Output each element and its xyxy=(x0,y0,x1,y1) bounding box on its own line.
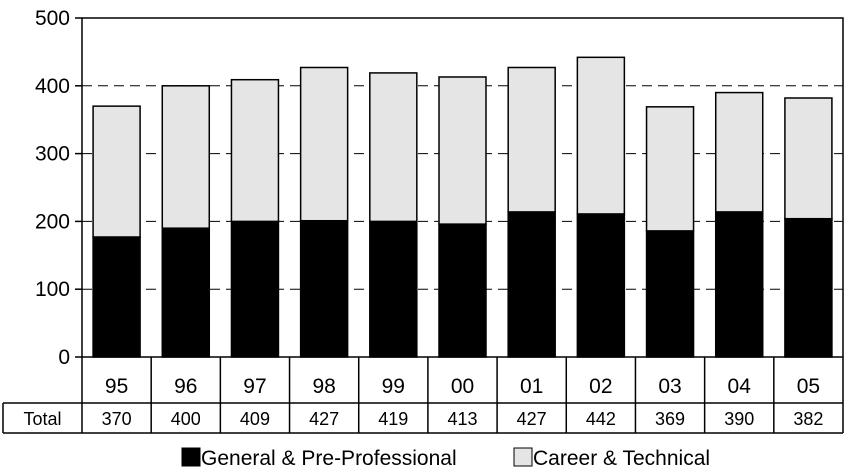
bar-career-04 xyxy=(714,91,764,213)
x-tick-label: 98 xyxy=(312,375,335,398)
total-value: 409 xyxy=(240,409,270,429)
bar-career-05 xyxy=(784,97,833,220)
y-tick-label: 400 xyxy=(35,75,70,98)
bar-career-96 xyxy=(161,85,211,229)
bar-general-05 xyxy=(784,217,833,358)
x-axis-table: Total 95 370 96 400 97 409 98 427 99 419 00 413 01 427… xyxy=(2,357,844,434)
bars-layer xyxy=(92,56,833,358)
bar-general-00 xyxy=(438,223,487,358)
total-value: 382 xyxy=(793,409,823,429)
bar-general-95 xyxy=(92,236,141,358)
total-value: 413 xyxy=(447,409,477,429)
bar-career-95 xyxy=(92,105,141,238)
total-value: 390 xyxy=(724,409,754,429)
y-tick-label: 500 xyxy=(35,7,70,30)
total-value: 427 xyxy=(309,409,339,429)
bar-career-97 xyxy=(230,78,280,223)
legend-label-general: General & Pre-Professional xyxy=(201,447,457,470)
x-tick-label: 05 xyxy=(797,375,820,398)
bar-career-01 xyxy=(507,66,556,213)
total-value: 419 xyxy=(378,409,408,429)
total-value: 427 xyxy=(517,409,547,429)
x-tick-label: 97 xyxy=(243,375,266,398)
bar-career-00 xyxy=(438,76,487,225)
x-tick-label: 96 xyxy=(174,375,197,398)
total-value: 370 xyxy=(102,409,132,429)
total-value: 442 xyxy=(586,409,616,429)
y-tick-label: 100 xyxy=(35,278,70,301)
bar-career-99 xyxy=(369,72,418,223)
y-tick-label: 200 xyxy=(35,210,70,233)
bar-general-04 xyxy=(714,211,764,358)
bar-general-03 xyxy=(645,230,695,358)
legend: General & Pre-Professional Career & Tech… xyxy=(181,447,710,470)
legend-swatch-general xyxy=(181,447,201,467)
legend-label-career: Career & Technical xyxy=(533,447,710,470)
x-tick-label: 01 xyxy=(520,375,543,398)
bar-general-97 xyxy=(230,220,280,358)
bar-general-98 xyxy=(299,219,349,358)
total-value: 369 xyxy=(655,409,685,429)
x-tick-label: 95 xyxy=(105,375,128,398)
legend-swatch-career xyxy=(513,447,533,467)
y-tick-label: 0 xyxy=(58,346,70,369)
y-axis: 0 100 200 300 400 500 xyxy=(35,7,82,369)
y-tick-label: 300 xyxy=(35,143,70,166)
total-value: 400 xyxy=(171,409,201,429)
x-tick-label: 02 xyxy=(589,375,612,398)
x-tick-label: 00 xyxy=(451,375,474,398)
bar-career-02 xyxy=(576,56,626,215)
x-tick-label: 04 xyxy=(728,375,752,398)
x-tick-label: 03 xyxy=(658,375,681,398)
bar-general-96 xyxy=(161,227,211,358)
bar-career-03 xyxy=(645,106,695,232)
bar-career-98 xyxy=(299,66,349,222)
bar-general-99 xyxy=(369,220,418,358)
bar-general-02 xyxy=(576,213,626,358)
bar-general-01 xyxy=(507,211,556,358)
plot-frame xyxy=(81,17,844,358)
x-tick-label: 99 xyxy=(382,375,405,398)
table-row-label: Total xyxy=(23,409,61,429)
